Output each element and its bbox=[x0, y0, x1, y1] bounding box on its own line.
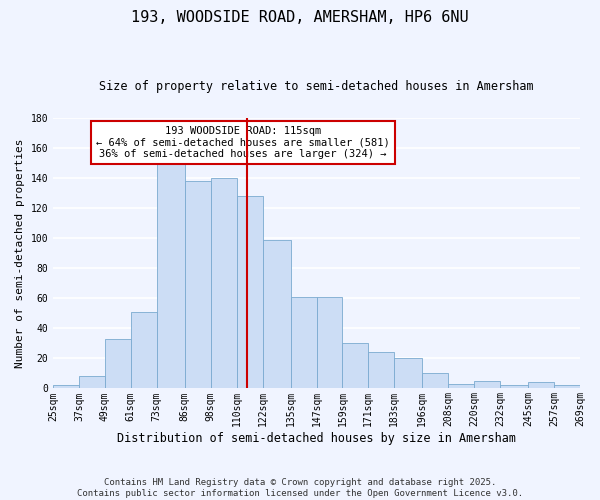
Bar bbox=[554, 386, 580, 388]
Bar bbox=[317, 296, 343, 388]
Bar bbox=[211, 178, 236, 388]
Bar bbox=[53, 386, 79, 388]
Title: Size of property relative to semi-detached houses in Amersham: Size of property relative to semi-detach… bbox=[99, 80, 534, 93]
Bar bbox=[368, 352, 394, 388]
Bar bbox=[157, 160, 185, 388]
Bar bbox=[105, 339, 131, 388]
Bar bbox=[580, 386, 600, 388]
Text: 193, WOODSIDE ROAD, AMERSHAM, HP6 6NU: 193, WOODSIDE ROAD, AMERSHAM, HP6 6NU bbox=[131, 10, 469, 25]
Bar bbox=[422, 374, 448, 388]
Bar bbox=[448, 384, 474, 388]
Text: 193 WOODSIDE ROAD: 115sqm
← 64% of semi-detached houses are smaller (581)
36% of: 193 WOODSIDE ROAD: 115sqm ← 64% of semi-… bbox=[96, 126, 389, 159]
Bar bbox=[185, 181, 211, 388]
Y-axis label: Number of semi-detached properties: Number of semi-detached properties bbox=[15, 138, 25, 368]
X-axis label: Distribution of semi-detached houses by size in Amersham: Distribution of semi-detached houses by … bbox=[117, 432, 516, 445]
Bar bbox=[474, 381, 500, 388]
Bar bbox=[394, 358, 422, 388]
Bar bbox=[79, 376, 105, 388]
Text: Contains HM Land Registry data © Crown copyright and database right 2025.
Contai: Contains HM Land Registry data © Crown c… bbox=[77, 478, 523, 498]
Bar bbox=[500, 386, 528, 388]
Bar bbox=[528, 382, 554, 388]
Bar bbox=[263, 240, 290, 388]
Bar bbox=[343, 344, 368, 388]
Bar bbox=[236, 196, 263, 388]
Bar bbox=[290, 296, 317, 388]
Bar bbox=[131, 312, 157, 388]
